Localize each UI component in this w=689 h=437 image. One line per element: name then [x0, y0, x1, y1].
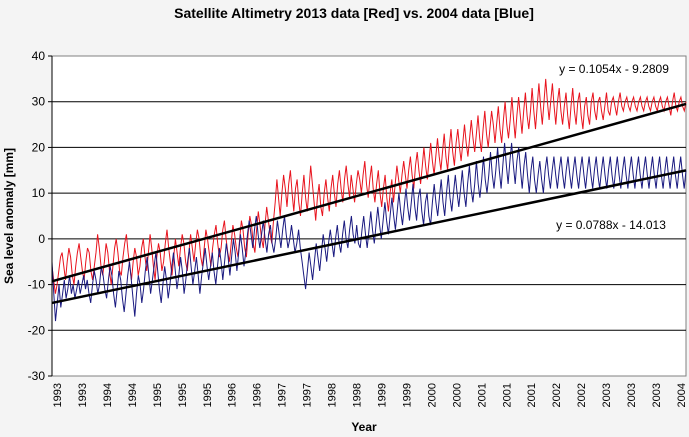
x-tick-label: 1998 [327, 383, 339, 407]
x-tick-label: 2002 [551, 383, 563, 407]
trendline-2013-data [51, 102, 687, 283]
trend-equation-2013: y = 0.1054x - 9.2809 [559, 62, 669, 76]
x-tick-label: 1994 [127, 383, 139, 407]
x-tick-label: 1996 [252, 383, 264, 407]
x-tick-label: 1997 [302, 383, 314, 407]
x-tick-label: 1995 [202, 383, 214, 407]
y-axis-label: Sea level anomaly [mm] [2, 148, 16, 284]
x-tick-label: 2001 [501, 383, 513, 407]
y-tick-label: 40 [32, 49, 46, 63]
x-tick-label: 1995 [177, 383, 189, 407]
y-tick-label: 30 [32, 95, 46, 109]
x-tick-label: 1996 [227, 383, 239, 407]
x-tick-label: 1995 [152, 383, 164, 407]
series-group [51, 78, 687, 322]
chart-title: Satellite Altimetry 2013 data [Red] vs. … [174, 5, 534, 21]
x-tick-label: 2001 [526, 383, 538, 407]
series-line-2013-data [51, 78, 687, 294]
y-tick-label: -30 [28, 369, 46, 383]
trendline-2004-data [51, 169, 687, 305]
y-tick-label: 10 [32, 186, 46, 200]
x-tick-label: 2003 [601, 383, 613, 407]
trendlines [51, 102, 687, 305]
x-tick-label: 1997 [277, 383, 289, 407]
y-tick-label: 0 [38, 232, 45, 246]
x-tick-label: 2001 [476, 383, 488, 407]
x-tick-label: 2000 [426, 383, 438, 407]
x-ticks: 1993 1993 1994 1994 1995 1995 1995 1996 1996 1997… [52, 383, 688, 407]
x-tick-label: 1994 [102, 383, 114, 407]
y-tick-label: -20 [28, 323, 46, 337]
x-tick-label: 2003 [626, 383, 638, 407]
x-tick-label: 1999 [376, 383, 388, 407]
y-ticks: -30 -20 -10 0 10 20 30 40 [28, 49, 52, 383]
y-tick-label: -10 [28, 278, 46, 292]
y-tick-label: 20 [32, 140, 46, 154]
x-tick-label: 1993 [52, 383, 64, 407]
x-axis-label: Year [351, 420, 377, 434]
x-tick-label: 2000 [451, 383, 463, 407]
x-tick-label: 2003 [651, 383, 663, 407]
trend-equation-2004: y = 0.0788x - 14.013 [556, 218, 666, 232]
series-line-2004-data [51, 142, 687, 322]
x-tick-label: 1999 [401, 383, 413, 407]
x-tick-label: 1998 [352, 383, 364, 407]
x-tick-label: 2004 [676, 383, 688, 407]
x-tick-label: 2002 [576, 383, 588, 407]
x-tick-label: 1993 [77, 383, 89, 407]
